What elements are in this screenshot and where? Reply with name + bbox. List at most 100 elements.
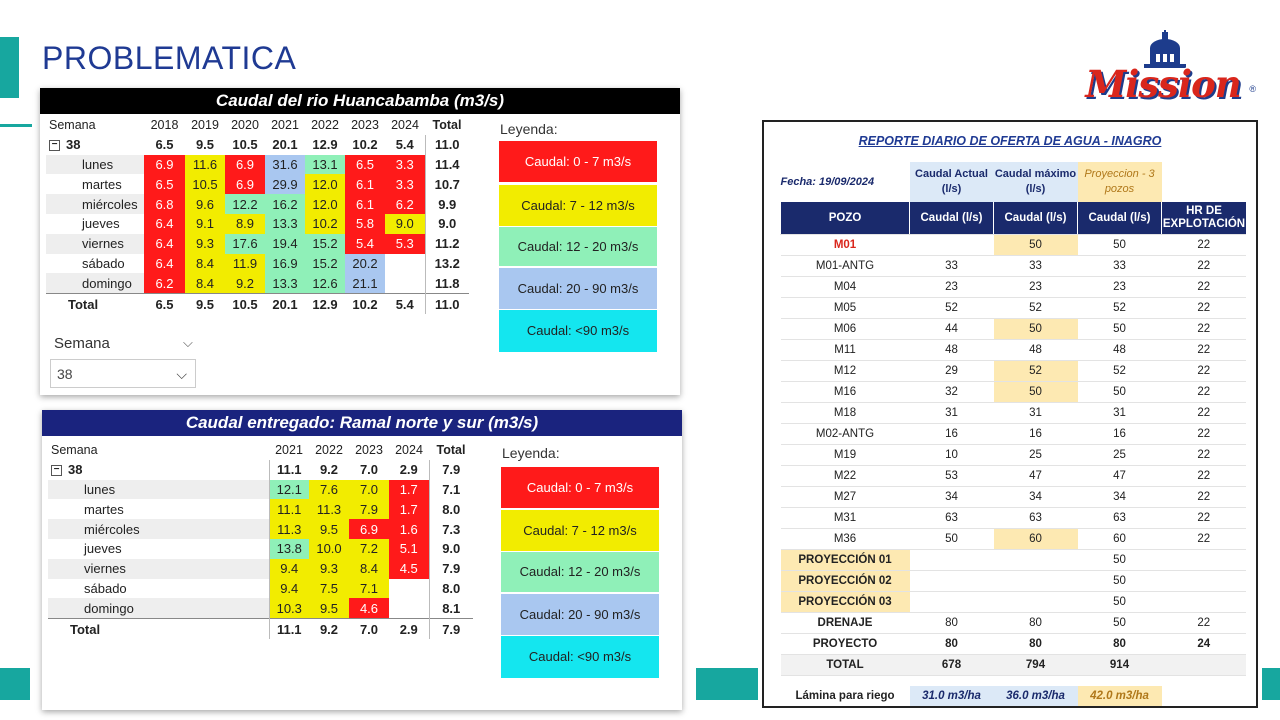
cell: 9.5 bbox=[309, 519, 349, 539]
row-label: sábado bbox=[82, 255, 125, 271]
cell: 6.1 bbox=[345, 174, 385, 195]
huancabamba-flow-panel: Caudal del rio Huancabamba (m3/s) Semana… bbox=[40, 88, 680, 395]
cell: 21.1 bbox=[345, 273, 385, 294]
cell: 80 bbox=[993, 633, 1078, 655]
cell: 52 bbox=[1077, 360, 1162, 382]
cell: 16 bbox=[909, 423, 994, 445]
cell bbox=[389, 598, 429, 618]
table-row: viernes 9.4 9.3 8.4 4.5 7.9 bbox=[48, 558, 473, 579]
logo-registered: ® bbox=[1249, 84, 1256, 94]
cell: 9.6 bbox=[185, 194, 225, 214]
group-row[interactable]: −38 6.5 9.5 10.5 20.1 12.9 10.2 5.4 11.0 bbox=[46, 134, 469, 155]
cell: 13.3 bbox=[265, 273, 305, 294]
row-label: sábado bbox=[84, 580, 127, 596]
table-row: lunes 6.9 11.6 6.9 31.6 13.1 6.5 3.3 11.… bbox=[46, 154, 469, 175]
page-title: PROBLEMATICA bbox=[42, 40, 297, 76]
cell: 9.0 bbox=[385, 213, 425, 234]
cell: 7.9 bbox=[349, 499, 389, 520]
semana-slicer-label: Semana bbox=[54, 335, 110, 352]
row-label: viernes bbox=[46, 233, 144, 254]
cell: 7.6 bbox=[309, 479, 349, 500]
cell-pozo: DRENAJE bbox=[780, 612, 910, 634]
table-row: M04 23 23 23 22 bbox=[780, 276, 1246, 298]
cell: 6.9 bbox=[349, 519, 389, 539]
cell: 47 bbox=[993, 465, 1078, 487]
group-label: 38 bbox=[66, 137, 81, 153]
cell-pozo: PROYECCIÓN 03 bbox=[780, 591, 910, 613]
cell-total: 13.2 bbox=[424, 253, 469, 274]
table-row: M12 29 52 52 22 bbox=[780, 360, 1246, 382]
cell: 914 bbox=[1077, 654, 1162, 676]
accent-bar bbox=[0, 37, 19, 98]
table-row: domingo 10.3 9.5 4.6 8.1 bbox=[48, 598, 473, 619]
cell: 2.9 bbox=[399, 462, 418, 478]
cell: 22 bbox=[1161, 528, 1246, 550]
table-row: PROYECTO 80 80 80 24 bbox=[780, 633, 1246, 655]
chevron-down-icon: ⌵ bbox=[176, 366, 187, 382]
cell: 6.9 bbox=[144, 154, 185, 175]
cell: 10.2 bbox=[305, 213, 345, 234]
cell: 2.9 bbox=[389, 618, 429, 639]
cell-total: 8.0 bbox=[428, 499, 473, 520]
cell: 12.9 bbox=[305, 293, 345, 314]
cell-pozo: M02-ANTG bbox=[780, 423, 910, 445]
cell-total: 7.9 bbox=[428, 459, 473, 480]
collapse-icon[interactable]: − bbox=[49, 140, 60, 152]
delivered-flow-panel: Caudal entregado: Ramal norte y sur (m3/… bbox=[42, 410, 682, 710]
table-row: M36 50 60 60 22 bbox=[780, 528, 1246, 550]
table-row: martes 11.1 11.3 7.9 1.7 8.0 bbox=[48, 499, 473, 520]
total-row: TOTAL 678 794 914 bbox=[780, 654, 1246, 676]
cell: 32 bbox=[909, 381, 994, 403]
cell: 11.1 bbox=[268, 499, 309, 520]
semana-slicer-dropdown[interactable]: 38 ⌵ bbox=[50, 359, 196, 388]
legend-item: Caudal: 12 - 20 m3/s bbox=[499, 227, 657, 266]
cell: 5.4 bbox=[395, 137, 414, 153]
legend-item: Caudal: <90 m3/s bbox=[501, 636, 659, 678]
cell-total: 10.7 bbox=[424, 174, 469, 195]
cell: 22 bbox=[1161, 339, 1246, 361]
cell: 9.3 bbox=[309, 558, 349, 579]
cell: 50 bbox=[1077, 318, 1162, 340]
cell-pozo: M11 bbox=[780, 339, 910, 361]
cell: 10.2 bbox=[352, 137, 378, 153]
collapse-icon[interactable]: − bbox=[51, 465, 62, 477]
cell: 22 bbox=[1161, 276, 1246, 298]
chevron-down-icon[interactable]: ⌵ bbox=[183, 335, 193, 350]
row-label: lunes bbox=[48, 479, 269, 500]
cell: 13.8 bbox=[268, 538, 309, 559]
group-row[interactable]: −38 11.1 9.2 7.0 2.9 7.9 bbox=[48, 459, 473, 480]
cell: 50 bbox=[993, 234, 1078, 256]
cell: 11.3 bbox=[309, 499, 349, 520]
cell: 6.8 bbox=[144, 194, 185, 214]
cell: 7.0 bbox=[349, 618, 389, 639]
row-label: martes bbox=[82, 176, 122, 192]
table-row: viernes 6.4 9.3 17.6 19.4 15.2 5.4 5.3 1… bbox=[46, 233, 469, 254]
cell: 4.6 bbox=[349, 598, 389, 619]
header-caudal: Caudal (l/s) bbox=[909, 202, 994, 235]
cell-total: 11.2 bbox=[424, 233, 469, 254]
row-label: domingo bbox=[46, 273, 144, 294]
cell: 6.4 bbox=[144, 213, 185, 234]
cell bbox=[993, 591, 1078, 613]
cell: 22 bbox=[1161, 507, 1246, 529]
cell: 52 bbox=[1077, 297, 1162, 319]
cell: 50 bbox=[1077, 570, 1162, 592]
cell: 10.5 bbox=[225, 293, 265, 314]
cell: 6.5 bbox=[155, 137, 174, 153]
legend-item: Caudal: 7 - 12 m3/s bbox=[501, 510, 659, 551]
cell: 20.1 bbox=[265, 293, 305, 314]
cell-pozo: PROYECTO bbox=[780, 633, 910, 655]
table-row: M22 53 47 47 22 bbox=[780, 465, 1246, 487]
logo-text: Mission bbox=[1085, 62, 1241, 106]
cell: 22 bbox=[1161, 318, 1246, 340]
cell: 53 bbox=[909, 465, 994, 487]
row-label: Total bbox=[46, 293, 144, 314]
cell bbox=[993, 549, 1078, 571]
delivered-flow-matrix: Semana 2021 2022 2023 2024 Total −38 11.… bbox=[48, 440, 473, 639]
cell: 6.5 bbox=[144, 174, 185, 195]
cell: 50 bbox=[909, 528, 994, 550]
huancabamba-matrix: Semana 2018 2019 2020 2021 2022 2023 202… bbox=[46, 115, 469, 314]
col-header-year: 2023 bbox=[355, 442, 383, 457]
cell: 8.9 bbox=[225, 213, 265, 234]
cell: 25 bbox=[1077, 444, 1162, 466]
